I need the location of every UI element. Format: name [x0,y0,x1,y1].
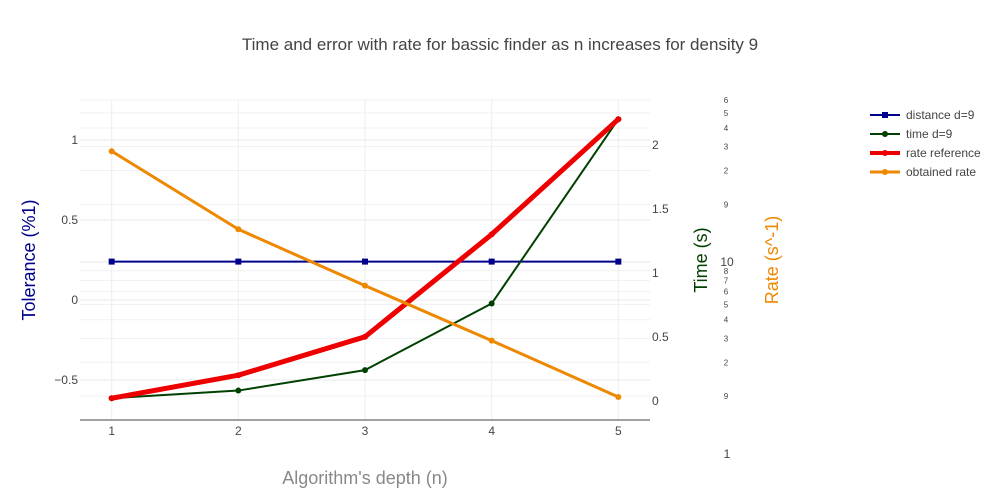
y3-minor-tick-label: 6 [724,288,729,297]
y1-axis-label: Tolerance (%1) [19,199,39,320]
x-axis-label: Algorithm's depth (n) [282,468,448,488]
x-tick-label: 3 [362,424,369,438]
legend-marker [882,131,888,137]
y3-minor-tick-label: 3 [724,334,729,343]
y2-tick-label: 1 [652,266,659,280]
series-layer [108,116,622,402]
data-point [488,300,495,307]
x-tick-label: 2 [235,424,242,438]
y3-minor-tick-label: 2 [724,167,729,176]
legend-marker [882,169,888,175]
y1-tick-label: 0 [71,293,78,307]
legend: distance d=9 time d=9 rate reference obtain… [870,108,981,179]
grid [80,99,650,420]
legend-label: rate reference [906,146,981,160]
y2-tick-label: 0 [652,394,659,408]
y1-tick-label: 1 [71,133,78,147]
data-point [235,372,242,379]
y3-minor-tick-label: 2 [724,358,729,367]
y3-tick-label: 10 [720,255,734,269]
chart-title: Time and error with rate for bassic find… [242,35,758,54]
legend-label: time d=9 [906,127,953,141]
y3-axis-label: Rate (s^-1) [762,216,782,304]
y1-tick-label: 0.5 [61,213,78,227]
data-point [108,258,115,265]
data-point [362,367,368,374]
legend-label: obtained rate [906,165,976,179]
legend-marker [882,112,888,118]
y1-tick-label: −0.5 [54,373,78,387]
data-point [488,258,495,265]
data-point [362,258,368,265]
x-tick-label: 5 [615,424,622,438]
y2-tick-label: 0.5 [652,330,669,344]
axes: 1 0.5 0 −0.5 1 2 3 4 5 2 1.5 1 0.5 0 10 1 6 5 4 3 2 9 87 6 5 4 3 2 9 [54,96,734,461]
data-point [235,387,242,394]
data-point [235,258,242,265]
y3-minor-tick-label: 8 [724,267,729,276]
y2-tick-label: 1.5 [652,202,669,216]
data-point [108,148,115,155]
data-point [362,282,368,289]
y3-minor-tick-label: 4 [724,124,729,133]
y3-minor-tick-label: 3 [724,143,729,152]
data-point [615,116,622,123]
y3-minor-tick-label: 6 [724,96,729,105]
data-point [235,226,242,233]
x-tick-label: 1 [108,424,115,438]
legend-marker [882,150,888,156]
data-point [488,231,495,238]
y3-minor-tick-label: 9 [724,392,729,401]
data-point [488,337,495,344]
data-point [362,333,368,340]
y2-axis-label: Time (s) [691,227,711,292]
y3-minor-tick-label: 7 [724,277,729,286]
y3-minor-tick-label: 4 [724,316,729,325]
y3-tick-label: 1 [724,447,731,461]
y3-minor-tick-label: 5 [724,301,729,310]
data-point [108,395,115,402]
x-tick-label: 4 [488,424,495,438]
legend-label: distance d=9 [906,108,975,122]
data-point [615,258,622,265]
y3-minor-tick-label: 5 [724,109,729,118]
data-point [615,393,622,400]
y3-minor-tick-label: 9 [724,200,729,209]
y2-tick-label: 2 [652,138,659,152]
